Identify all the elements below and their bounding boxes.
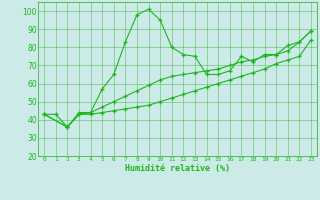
X-axis label: Humidité relative (%): Humidité relative (%) xyxy=(125,164,230,173)
